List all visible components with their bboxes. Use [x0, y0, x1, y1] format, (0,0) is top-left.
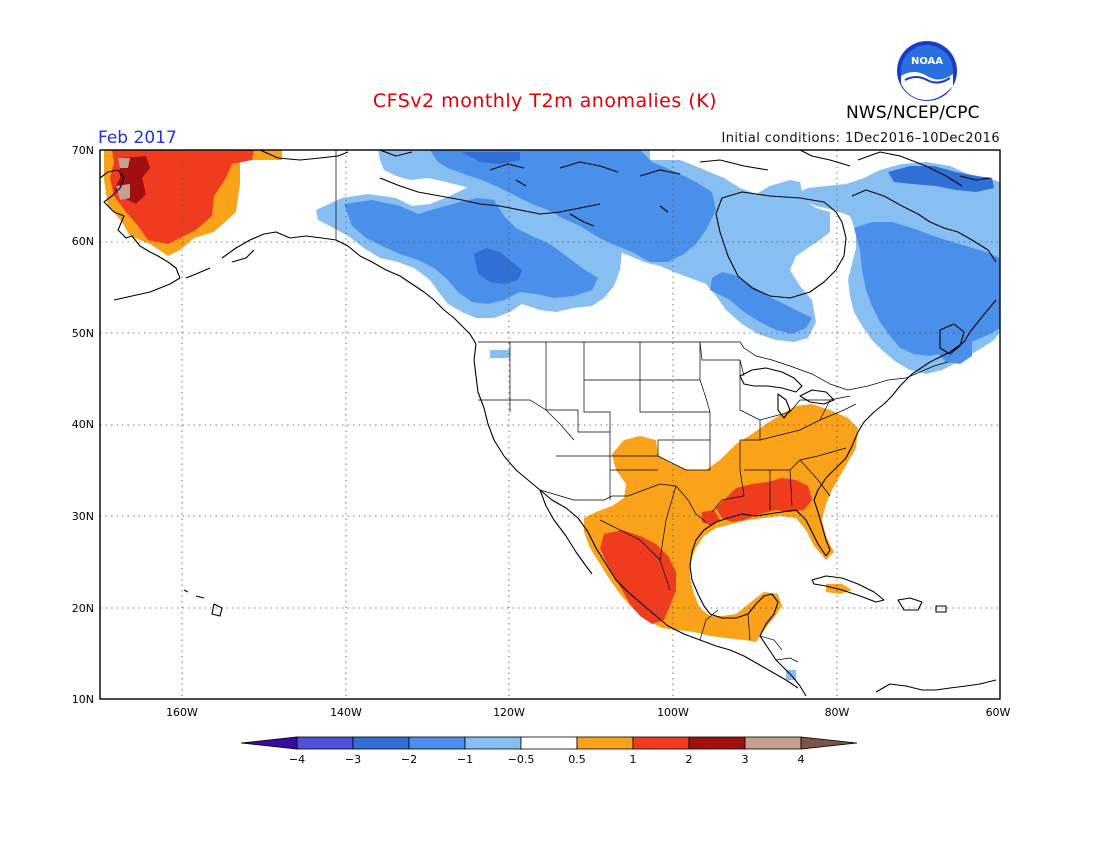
- logo-text: NOAA: [911, 56, 943, 67]
- legend-label: −4: [289, 753, 305, 766]
- lon-label: 160W: [166, 706, 198, 719]
- legend-swatch: [408, 736, 466, 750]
- lat-label: 40N: [72, 418, 94, 431]
- cold-anomaly-region: [430, 150, 716, 262]
- lon-label: 60W: [986, 706, 1011, 719]
- legend-swatch: [688, 736, 746, 750]
- lon-label: 80W: [825, 706, 850, 719]
- cold-anomaly-region: [344, 198, 598, 304]
- legend-swatch: [296, 736, 354, 750]
- legend-label: 2: [686, 753, 693, 766]
- lon-label: 120W: [493, 706, 525, 719]
- hot-anomaly-region: [600, 530, 676, 624]
- extreme-anomaly-region: [118, 158, 130, 168]
- legend-label: 4: [798, 753, 805, 766]
- deep-cold-anomaly-region: [462, 152, 520, 164]
- coastlines: [99, 149, 997, 697]
- lat-label: 60N: [72, 235, 94, 248]
- cold-anomaly-region: [854, 222, 1000, 356]
- lat-lon-grid: [100, 150, 1000, 699]
- longitude-labels: 160W 140W 120W 100W 80W 60W: [166, 706, 1010, 719]
- lon-label: 100W: [657, 706, 689, 719]
- legend-label: −0.5: [508, 753, 535, 766]
- initial-conditions-label: Initial conditions: 1Dec2016–10Dec2016: [721, 131, 1000, 146]
- legend-swatch: [520, 736, 578, 750]
- map-title: CFSv2 monthly T2m anomalies (K): [372, 90, 718, 112]
- hot-anomaly-region: [110, 150, 254, 244]
- deep-cold-anomaly-region: [474, 248, 522, 284]
- legend-label: 0.5: [568, 753, 586, 766]
- legend-swatch: [800, 736, 858, 750]
- color-legend-labels: −4 −3 −2 −1 −0.5 0.5 1 2 3 4: [289, 753, 805, 766]
- legend-label: 1: [630, 753, 637, 766]
- legend-swatch: [576, 736, 634, 750]
- political-boundaries: [335, 150, 949, 663]
- deep-cold-anomaly-region: [888, 166, 994, 192]
- lat-label: 70N: [72, 144, 94, 157]
- lon-label: 140W: [330, 706, 362, 719]
- legend-swatch: [632, 736, 690, 750]
- legend-swatch: [352, 736, 410, 750]
- legend-swatch: [464, 736, 522, 750]
- cold-anomaly-region: [710, 272, 812, 334]
- legend-label: −1: [457, 753, 473, 766]
- color-legend-bar: [240, 736, 858, 750]
- light-cold-anomaly-region: [378, 150, 830, 342]
- light-cold-anomaly-region: [490, 350, 510, 358]
- lat-label: 50N: [72, 327, 94, 340]
- agency-label: NWS/NCEP/CPC: [846, 103, 980, 123]
- anomaly-shading: [104, 150, 1000, 680]
- latitude-labels: 70N 60N 50N 40N 30N 20N 10N: [72, 144, 94, 706]
- lat-label: 10N: [72, 693, 94, 706]
- map-frame: [99, 149, 1001, 700]
- legend-label: −2: [401, 753, 417, 766]
- warm-anomaly-region: [584, 404, 858, 642]
- lat-label: 30N: [72, 510, 94, 523]
- legend-label: −3: [345, 753, 361, 766]
- legend-label: 3: [742, 753, 749, 766]
- noaa-logo: NOAA: [897, 41, 957, 101]
- legend-swatch: [744, 736, 802, 750]
- lat-label: 20N: [72, 602, 94, 615]
- legend-swatch: [240, 736, 298, 750]
- valid-month-label: Feb 2017: [98, 128, 177, 148]
